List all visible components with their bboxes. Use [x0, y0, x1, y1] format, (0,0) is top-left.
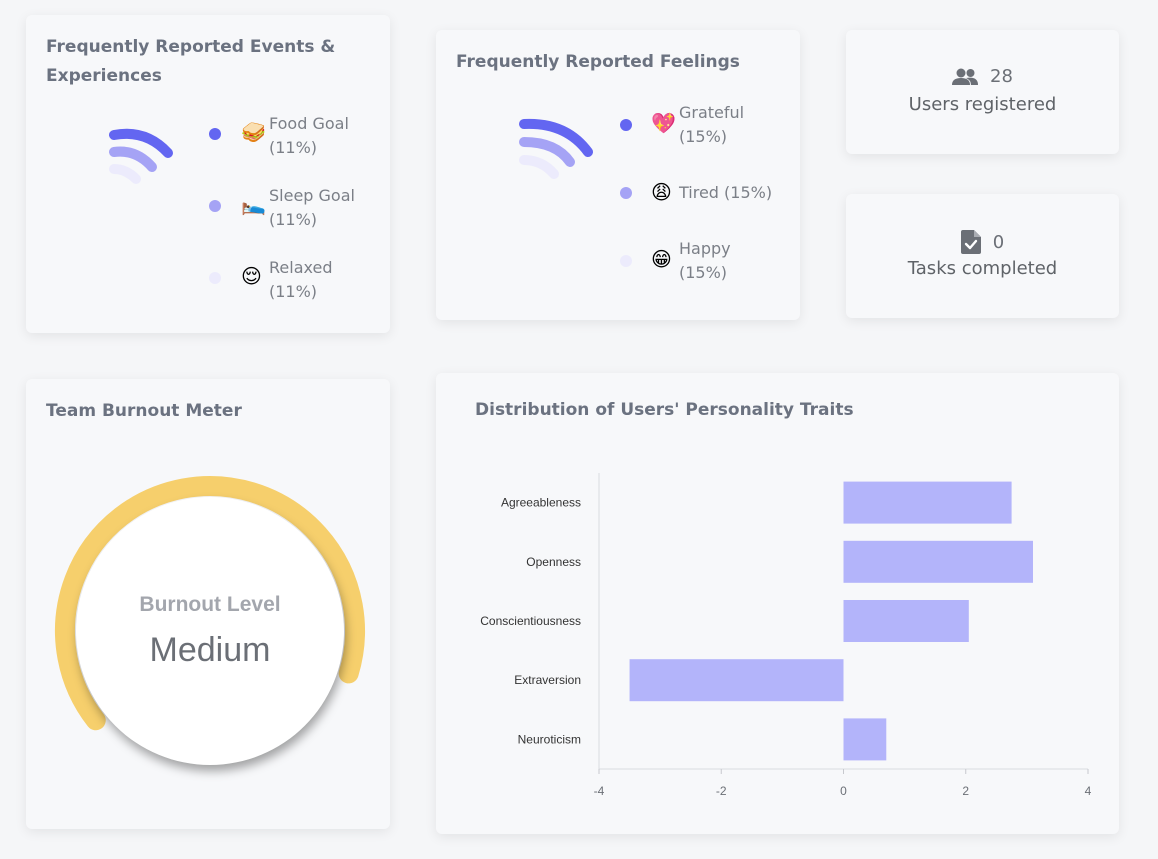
legend-dot	[209, 200, 221, 212]
burnout-card: Team Burnout Meter Burnout Level Medium	[26, 379, 390, 829]
legend-emoji-icon: 🛌	[241, 194, 266, 216]
feelings-card: Frequently Reported Feelings 💖 Grateful (1…	[436, 30, 800, 320]
burnout-gauge: Burnout Level Medium	[76, 497, 344, 765]
tasks-count: 0	[992, 231, 1005, 253]
legend-emoji-icon: 💖	[651, 113, 676, 135]
burnout-level-label: Burnout Level	[139, 592, 281, 616]
burnout-gauge-arc	[55, 476, 365, 731]
traits-card-title: Distribution of Users' Personality Trait…	[475, 400, 854, 420]
legend-label-name: Tired (15%)	[679, 183, 773, 202]
category-label: Extraversion	[514, 673, 581, 687]
legend-label: Happy (15%)	[679, 237, 789, 285]
legend-label-pct: (11%)	[269, 138, 318, 157]
legend-emoji-icon: 😌	[241, 266, 262, 288]
legend-emoji-icon: 😁	[651, 249, 672, 271]
bar-neuroticism	[843, 718, 887, 761]
legend-label: Food Goal (11%)	[269, 112, 369, 160]
x-tick-label: 4	[1085, 784, 1092, 798]
legend-label-pct: (11%)	[269, 210, 318, 229]
legend-label-name: Relaxed	[269, 258, 333, 277]
feelings-wifi-icon	[519, 118, 593, 179]
feelings-card-title: Frequently Reported Feelings	[456, 52, 740, 72]
file-check-icon	[960, 230, 981, 254]
legend-label-name: Grateful	[679, 103, 745, 122]
legend-label-name: Food Goal	[269, 114, 349, 133]
legend-label-pct: (15%)	[679, 127, 728, 146]
traits-card: Distribution of Users' Personality Trait…	[436, 373, 1119, 834]
legend-label-name: Sleep Goal	[269, 186, 355, 205]
legend-label: Sleep Goal (11%)	[269, 184, 369, 232]
bar-openness	[843, 540, 1033, 583]
legend-emoji-icon: 🥪	[241, 122, 266, 144]
tasks-label: Tasks completed	[907, 258, 1058, 279]
legend-label-pct: (11%)	[269, 282, 318, 301]
category-label: Neuroticism	[518, 732, 581, 746]
category-label: Openness	[526, 555, 581, 569]
legend-dot	[620, 255, 632, 267]
x-tick-label: -4	[594, 784, 605, 798]
tasks-card: 0 Tasks completed	[846, 194, 1119, 318]
legend-dot	[620, 187, 632, 199]
traits-chart: -4 -2 0 2 4 Agreeableness Openness Conscientiou…	[480, 473, 1092, 798]
legend-dot	[620, 119, 632, 131]
legend-label-pct: (15%)	[679, 263, 728, 282]
legend-label: Relaxed (11%)	[269, 256, 369, 304]
events-card: Frequently Reported Events & Experiences…	[26, 15, 390, 333]
users-card: 28 Users registered	[846, 30, 1119, 154]
category-label: Conscientiousness	[480, 614, 581, 628]
events-wifi-icon	[109, 128, 173, 184]
x-tick-label: -2	[716, 784, 727, 798]
bar-extraversion	[629, 659, 844, 702]
users-label: Users registered	[908, 94, 1057, 115]
legend-emoji-icon: 😩	[651, 182, 672, 204]
legend-label: Grateful (15%)	[679, 101, 789, 149]
legend-label-name: Happy	[679, 239, 731, 258]
legend-dot	[209, 128, 221, 140]
burnout-card-title: Team Burnout Meter	[46, 401, 242, 421]
x-tick-label: 0	[840, 784, 847, 798]
burnout-level-value: Medium	[149, 630, 271, 669]
bar-conscientiousness	[843, 600, 969, 642]
users-icon	[952, 68, 979, 85]
x-tick-label: 2	[962, 784, 969, 798]
legend-dot	[209, 272, 221, 284]
bar-agreeableness	[843, 481, 1012, 524]
legend-label: Tired (15%)	[679, 181, 789, 205]
users-count: 28	[990, 66, 1013, 87]
events-card-title: Frequently Reported Events & Experiences	[46, 37, 336, 86]
category-label: Agreeableness	[501, 496, 581, 510]
